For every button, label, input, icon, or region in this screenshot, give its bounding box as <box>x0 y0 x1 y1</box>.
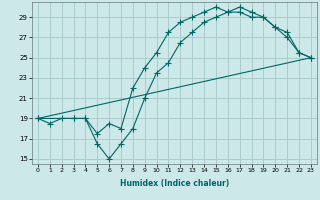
X-axis label: Humidex (Indice chaleur): Humidex (Indice chaleur) <box>120 179 229 188</box>
